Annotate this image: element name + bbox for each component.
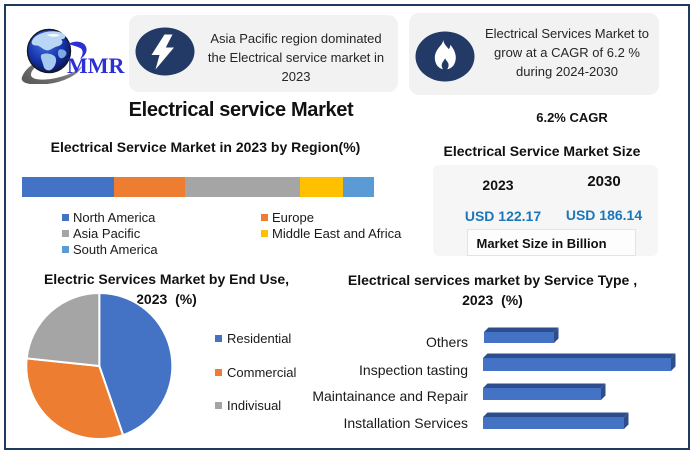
svg-text:MMR: MMR: [67, 53, 126, 78]
